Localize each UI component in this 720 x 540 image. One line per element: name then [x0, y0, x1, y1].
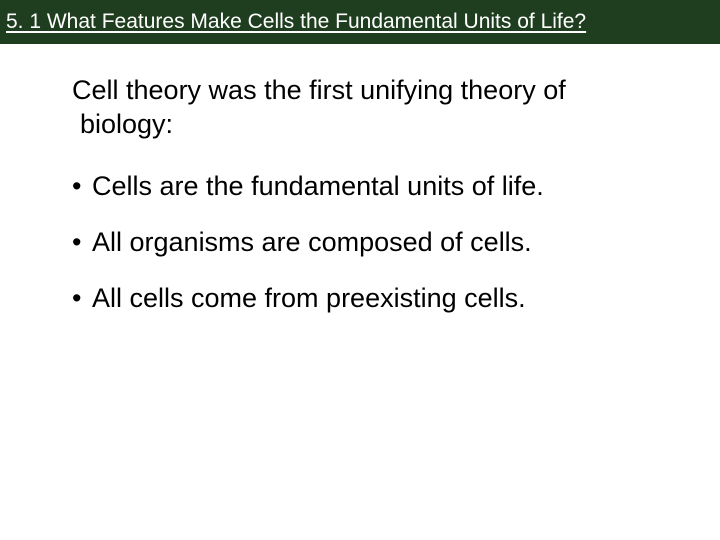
slide-header-title: 5. 1 What Features Make Cells the Fundam…	[6, 10, 586, 33]
slide-content: Cell theory was the first unifying theor…	[0, 44, 720, 315]
bullet-item: All organisms are composed of cells.	[72, 226, 660, 258]
bullet-item: All cells come from preexisting cells.	[72, 282, 660, 314]
intro-text: Cell theory was the first unifying theor…	[72, 74, 660, 142]
slide-header: 5. 1 What Features Make Cells the Fundam…	[0, 0, 720, 44]
bullet-item: Cells are the fundamental units of life.	[72, 170, 660, 202]
bullet-list: Cells are the fundamental units of life.…	[72, 170, 660, 315]
